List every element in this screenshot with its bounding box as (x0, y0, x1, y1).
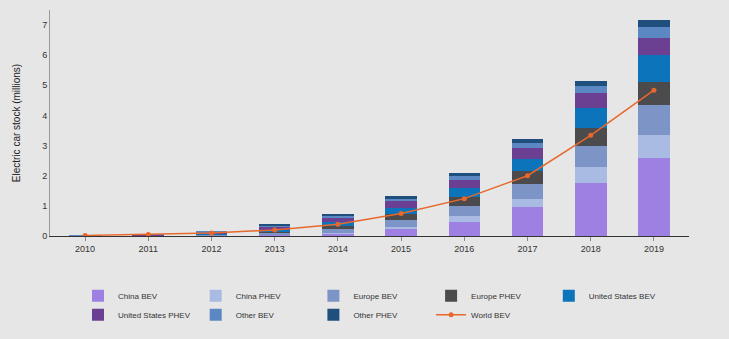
svg-text:United States PHEV: United States PHEV (118, 311, 191, 320)
svg-text:2012: 2012 (201, 244, 221, 254)
svg-text:United States BEV: United States BEV (589, 292, 656, 301)
svg-text:3: 3 (42, 141, 47, 151)
svg-text:4: 4 (42, 111, 47, 121)
svg-text:China BEV: China BEV (118, 292, 158, 301)
svg-text:2017: 2017 (517, 244, 537, 254)
svg-text:1: 1 (42, 201, 47, 211)
svg-text:2016: 2016 (454, 244, 474, 254)
svg-text:2015: 2015 (391, 244, 411, 254)
svg-text:2010: 2010 (75, 244, 95, 254)
svg-text:2: 2 (42, 171, 47, 181)
svg-text:Other PHEV: Other PHEV (353, 311, 398, 320)
svg-text:2014: 2014 (328, 244, 348, 254)
svg-text:Europe PHEV: Europe PHEV (471, 292, 521, 301)
svg-text:China PHEV: China PHEV (236, 292, 282, 301)
svg-text:2018: 2018 (581, 244, 601, 254)
svg-text:Electric car stock (millions): Electric car stock (millions) (11, 64, 22, 182)
svg-text:2019: 2019 (644, 244, 664, 254)
svg-text:7: 7 (42, 20, 47, 30)
svg-text:0: 0 (42, 231, 47, 241)
svg-text:Europe BEV: Europe BEV (353, 292, 398, 301)
svg-text:Other BEV: Other BEV (236, 311, 275, 320)
svg-text:5: 5 (42, 80, 47, 90)
svg-text:2013: 2013 (265, 244, 285, 254)
svg-text:World BEV: World BEV (471, 311, 511, 320)
svg-text:2011: 2011 (139, 244, 158, 254)
svg-text:6: 6 (42, 50, 47, 60)
